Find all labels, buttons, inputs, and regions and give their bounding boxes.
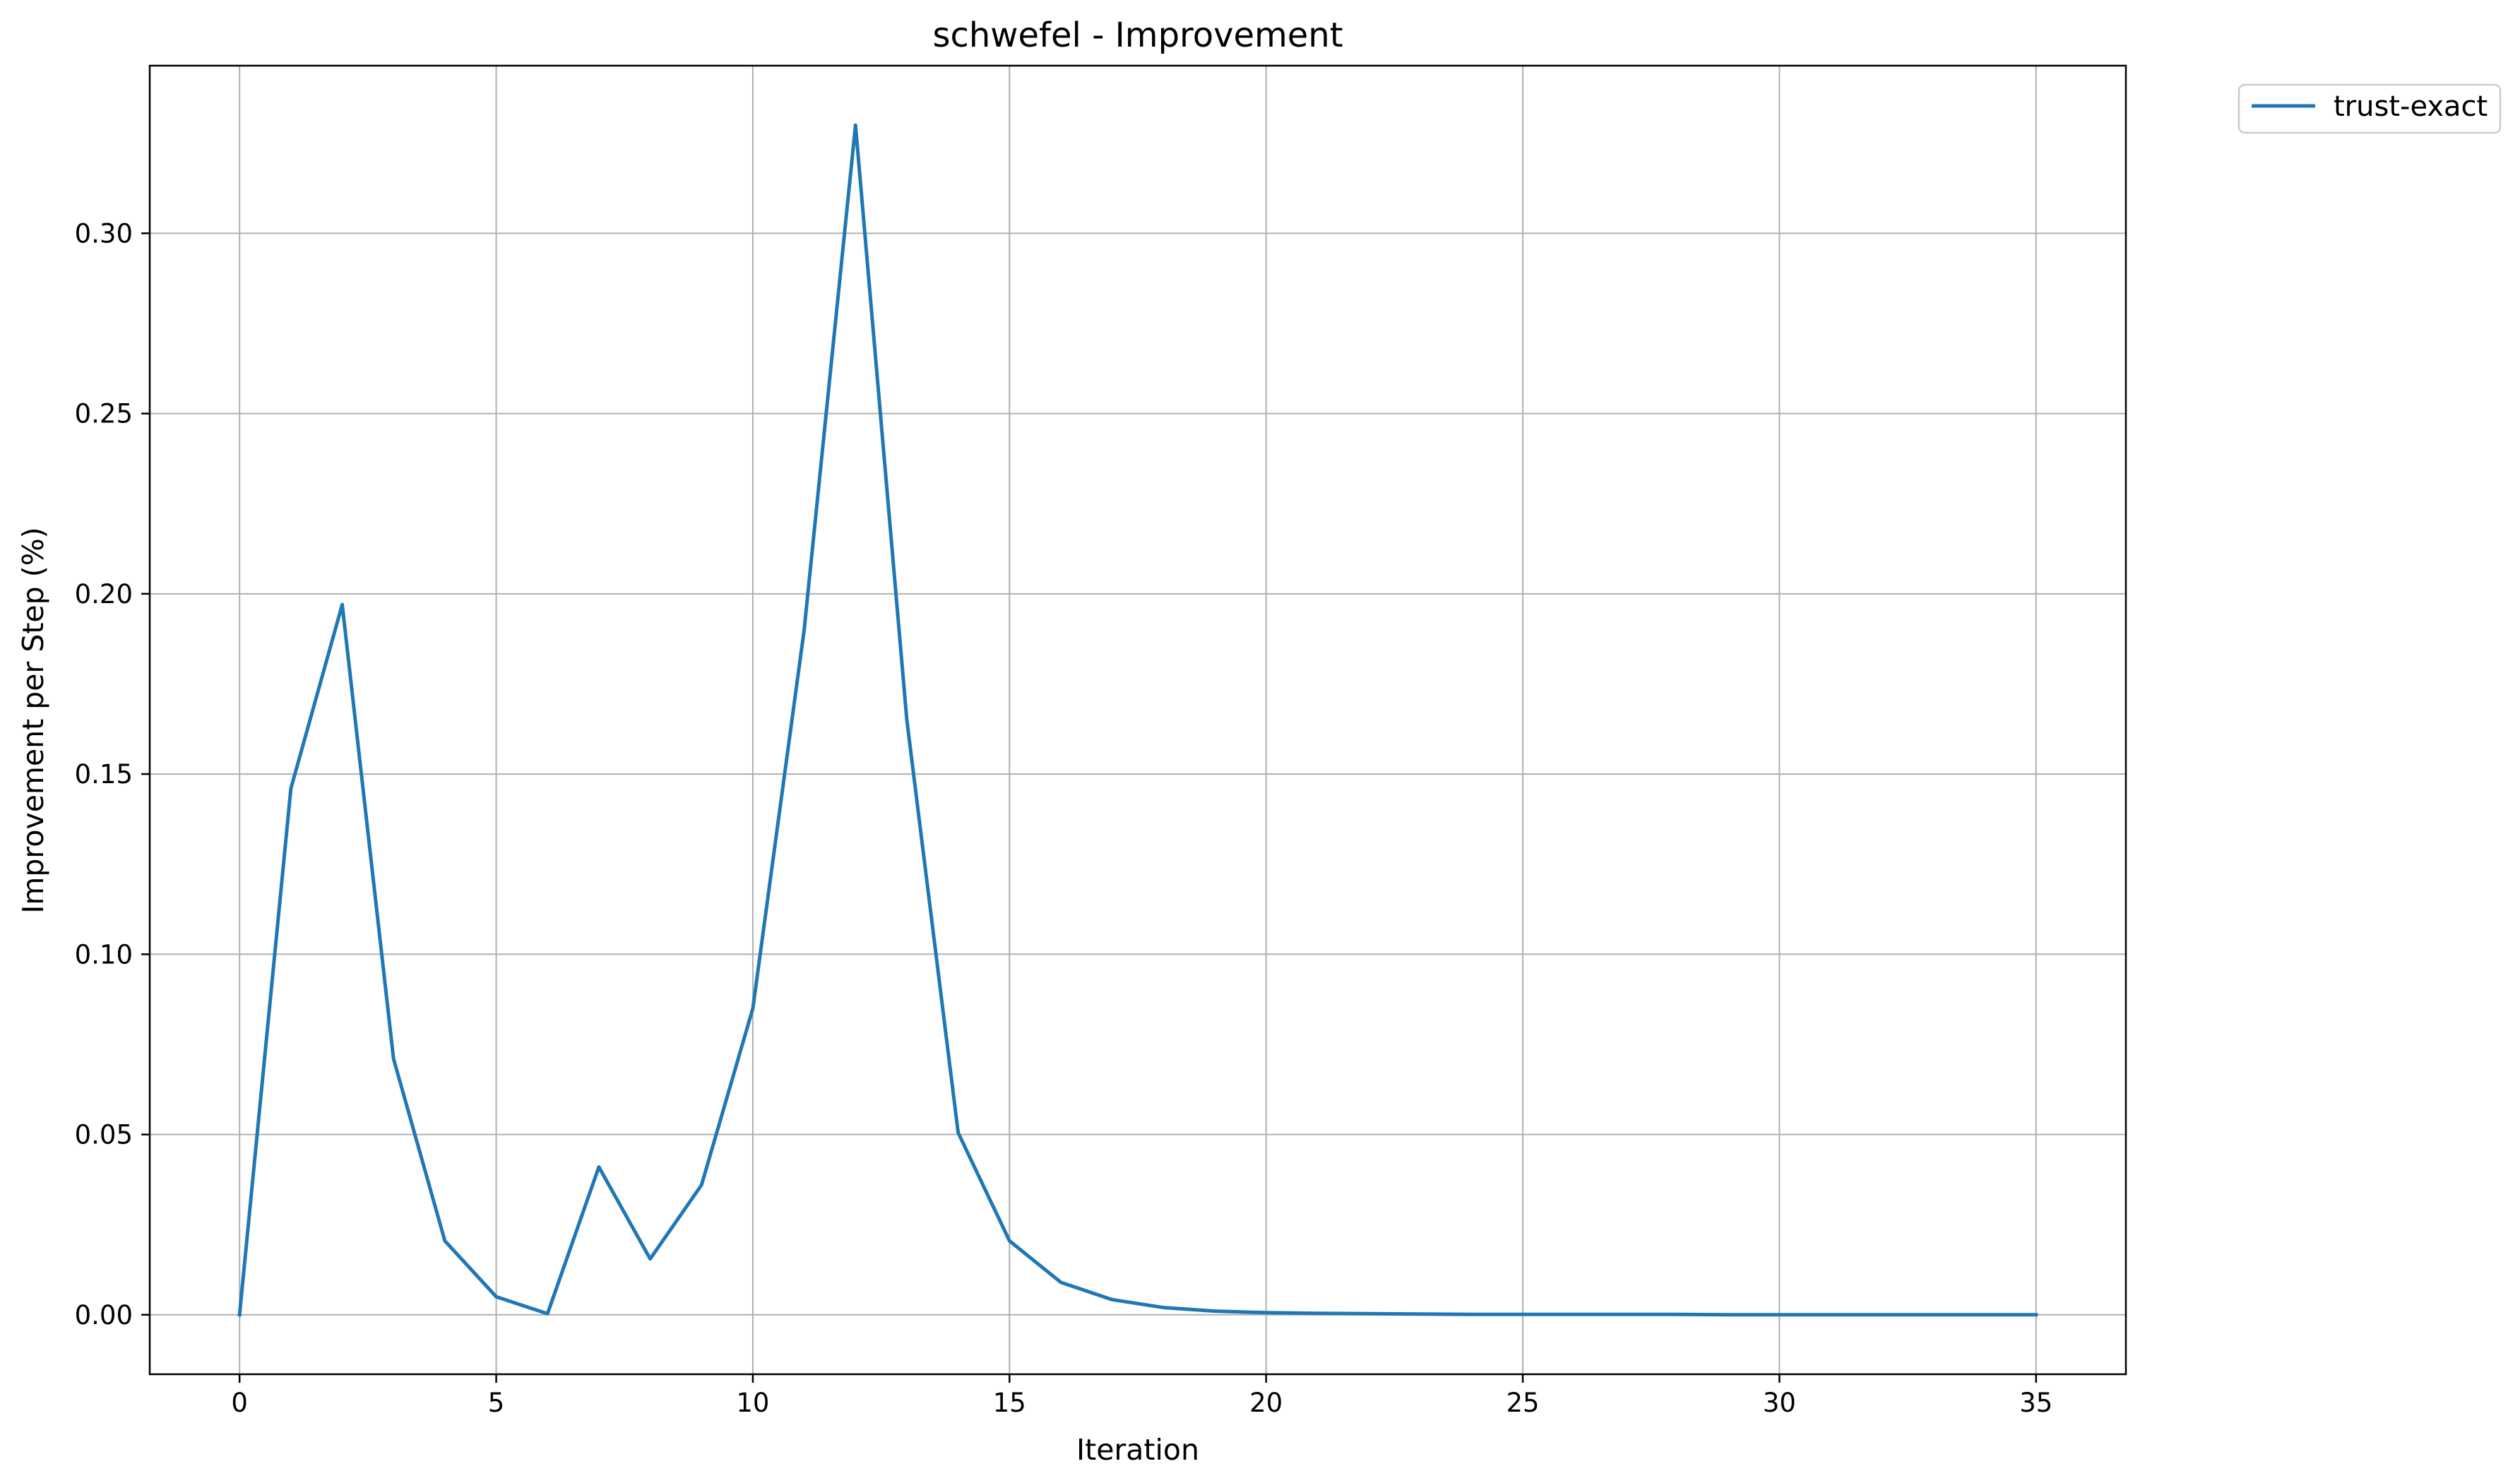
x-tick-label: 10 [736, 1388, 769, 1418]
x-tick-label: 25 [1506, 1388, 1540, 1418]
y-tick-label: 0.20 [75, 579, 133, 609]
x-tick-label: 30 [1763, 1388, 1796, 1418]
series-line-trust-exact [237, 123, 2038, 1317]
legend-label-trust-exact: trust-exact [2334, 90, 2488, 123]
y-tick-label: 0.00 [75, 1300, 133, 1330]
legend: trust-exact [2237, 83, 2502, 134]
x-tick-label: 5 [488, 1388, 505, 1418]
x-tick-label: 20 [1249, 1388, 1283, 1418]
y-tick-label: 0.25 [75, 399, 133, 429]
x-tick-label: 0 [231, 1388, 248, 1418]
y-axis-label: Improvement per Step (%) [16, 527, 50, 913]
legend-box [2237, 83, 2502, 134]
grid [150, 66, 2126, 1374]
x-tick-label: 35 [2019, 1388, 2052, 1418]
x-axis: 0 5 10 15 20 25 30 35 [231, 1374, 2052, 1418]
x-tick-label: 15 [993, 1388, 1026, 1418]
x-axis-label: Iteration [1076, 1433, 1199, 1467]
plot-area-background [150, 66, 2126, 1374]
y-tick-label: 0.05 [75, 1120, 133, 1150]
chart-title: schwefel - Improvement [932, 16, 1343, 55]
plot-frame [148, 64, 2127, 1376]
y-axis: 0.00 0.05 0.10 0.15 0.20 0.25 0.30 [75, 218, 150, 1330]
series-layer [237, 123, 2038, 1317]
y-tick-label: 0.15 [75, 759, 133, 790]
y-tick-label: 0.30 [75, 218, 133, 249]
y-tick-label: 0.10 [75, 939, 133, 970]
